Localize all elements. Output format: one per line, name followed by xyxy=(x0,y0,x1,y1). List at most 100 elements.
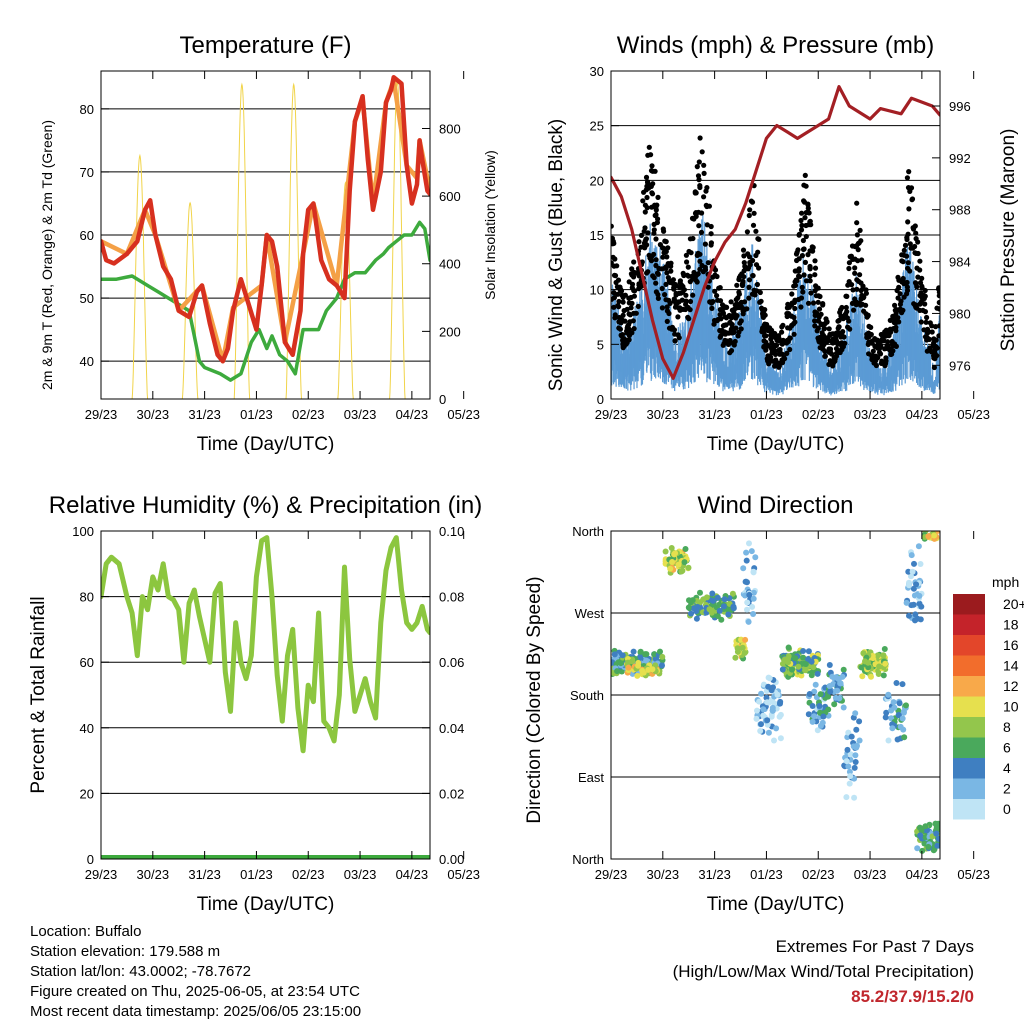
direction-point xyxy=(635,662,642,669)
y-tick-label: 40 xyxy=(80,354,94,369)
y-tick-label: 50 xyxy=(80,291,94,306)
direction-point xyxy=(741,650,748,656)
direction-point xyxy=(710,597,717,604)
y-tick-label: 80 xyxy=(80,102,94,117)
direction-point xyxy=(845,763,852,770)
panel-humidity: Relative Humidity (%) & Precipitation (i… xyxy=(28,492,482,915)
gust-point xyxy=(768,336,774,342)
chart-title: Wind Direction xyxy=(697,492,853,519)
direction-point xyxy=(911,560,917,567)
gust-point xyxy=(816,339,822,345)
direction-point xyxy=(883,709,890,716)
legend-swatch xyxy=(953,676,985,697)
direction-point xyxy=(659,653,666,660)
direction-point xyxy=(773,725,780,732)
gust-point xyxy=(644,194,650,201)
direction-point xyxy=(801,660,808,667)
gust-point xyxy=(909,196,916,202)
gust-point xyxy=(787,346,793,353)
gust-point xyxy=(868,324,874,330)
direction-point xyxy=(851,764,858,771)
gust-point xyxy=(844,309,850,315)
direction-point xyxy=(757,728,764,734)
gust-point xyxy=(733,297,739,303)
gust-point xyxy=(798,217,804,224)
y-tick-label: 0 xyxy=(597,392,604,407)
gust-point xyxy=(870,348,876,354)
direction-point xyxy=(906,612,912,619)
gust-point xyxy=(919,285,925,291)
gust-point xyxy=(813,283,819,289)
gust-point xyxy=(762,312,768,318)
direction-point xyxy=(869,652,876,659)
y2-axis-label: Station Pressure (Maroon) xyxy=(998,129,1019,352)
gust-point xyxy=(826,346,832,352)
legend-label: 2 xyxy=(1003,781,1011,797)
gust-point xyxy=(626,300,632,306)
gust-point xyxy=(759,327,765,333)
gust-point xyxy=(664,254,670,260)
gust-point xyxy=(932,356,938,362)
direction-point xyxy=(826,662,833,668)
y-tick-label: 20 xyxy=(590,173,604,188)
gust-point xyxy=(798,227,805,233)
direction-point xyxy=(931,532,938,539)
direction-point xyxy=(844,746,851,753)
direction-point xyxy=(817,691,824,698)
gust-point xyxy=(931,364,938,371)
gust-point xyxy=(694,252,700,258)
legend-swatch xyxy=(953,758,985,779)
direction-point xyxy=(811,688,818,695)
gust-point xyxy=(633,270,639,276)
gust-point xyxy=(663,264,669,270)
gust-point xyxy=(697,183,703,189)
gust-point xyxy=(796,273,802,279)
gust-point xyxy=(913,230,919,236)
gust-point xyxy=(852,265,858,271)
direction-point xyxy=(912,617,918,624)
gust-point xyxy=(904,236,910,243)
insolation-line xyxy=(131,153,149,399)
gust-point xyxy=(643,187,649,193)
insolation-line xyxy=(337,181,354,399)
direction-point xyxy=(880,672,887,679)
gust-point xyxy=(741,308,747,314)
gust-point xyxy=(714,293,720,299)
direction-point xyxy=(925,843,932,850)
x-tick-label: 03/23 xyxy=(344,407,377,422)
direction-point xyxy=(903,599,910,606)
gust-point xyxy=(611,272,618,278)
direction-point xyxy=(690,605,697,612)
gust-point xyxy=(699,210,705,216)
gust-point xyxy=(628,305,634,311)
gust-point xyxy=(929,329,935,335)
gust-point xyxy=(717,307,723,313)
gust-point xyxy=(780,358,786,365)
gust-point xyxy=(907,188,913,194)
direction-point xyxy=(844,734,851,741)
direction-point xyxy=(909,568,916,575)
direction-point xyxy=(744,599,751,606)
direction-point xyxy=(845,729,852,736)
gust-point xyxy=(626,279,632,285)
gust-point xyxy=(741,268,747,274)
direction-point xyxy=(862,658,868,665)
gust-point xyxy=(705,284,711,290)
gust-point xyxy=(660,245,666,251)
direction-point xyxy=(914,845,921,852)
direction-point xyxy=(765,683,772,690)
y2-tick-label: 996 xyxy=(949,99,971,114)
y2-tick-label: 980 xyxy=(949,306,971,321)
gust-point xyxy=(728,348,735,354)
direction-point xyxy=(912,611,919,618)
gust-point xyxy=(815,299,821,305)
direction-point xyxy=(637,648,644,655)
gust-point xyxy=(685,304,691,310)
direction-point xyxy=(805,648,812,655)
gust-point xyxy=(741,274,747,280)
gust-point xyxy=(915,274,921,280)
gust-point xyxy=(905,219,911,225)
direction-point xyxy=(693,615,700,622)
direction-point xyxy=(805,711,812,718)
gust-point xyxy=(820,336,826,342)
